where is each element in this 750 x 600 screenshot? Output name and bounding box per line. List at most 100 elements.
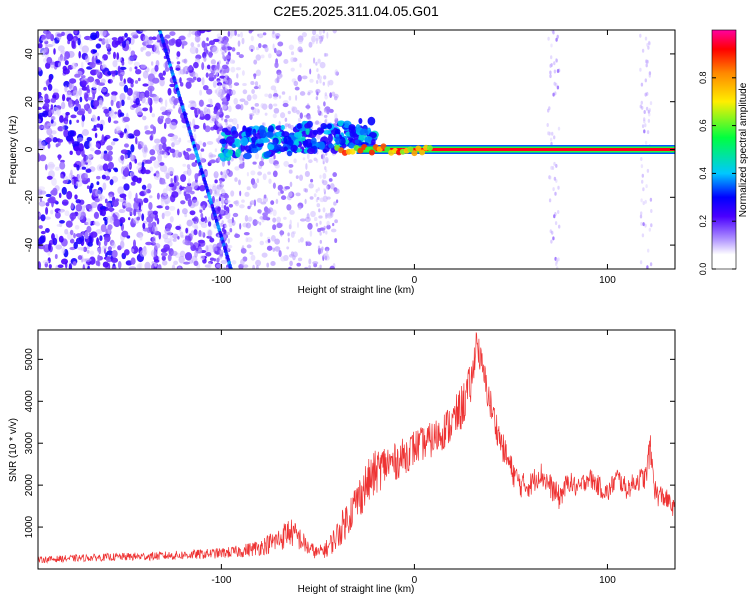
noise-dot [240, 248, 247, 254]
noise-dot [220, 195, 225, 200]
noise-dot [42, 259, 50, 264]
noise-dot [197, 43, 201, 48]
noise-dot [39, 47, 47, 55]
noise-line-dot [646, 130, 650, 135]
noise-dot [44, 93, 49, 101]
noise-dot [128, 266, 137, 269]
noise-dot [102, 245, 108, 250]
noise-dot [51, 130, 57, 135]
noise-dot [197, 239, 205, 244]
noise-dot [177, 191, 182, 195]
noise-dot [119, 93, 126, 101]
noise-dot [52, 94, 57, 99]
noise-dot [89, 234, 92, 244]
noise-dot [116, 52, 120, 60]
noise-dot [288, 163, 294, 168]
noise-dot [215, 87, 222, 97]
noise-dot [167, 166, 175, 175]
noise-dot [301, 75, 308, 80]
signal-blob [304, 123, 311, 129]
noise-dot [233, 82, 240, 86]
noise-dot [95, 59, 101, 64]
noise-dot [254, 81, 259, 87]
noise-dot [86, 225, 92, 233]
noise-dot [38, 118, 41, 123]
noise-dot [223, 170, 230, 175]
signal-blob [415, 145, 422, 152]
noise-line-dot [648, 108, 651, 113]
noise-dot [148, 36, 153, 41]
noise-dot [250, 81, 255, 85]
noise-dot [288, 224, 292, 230]
signal-blob [283, 146, 288, 152]
noise-dot [242, 82, 247, 87]
noise-dot [55, 244, 63, 250]
signal-blob [328, 143, 335, 149]
noise-dot [92, 92, 96, 100]
noise-line-dot [553, 161, 556, 166]
noise-dot [304, 198, 307, 205]
noise-dot [63, 129, 70, 138]
noise-dot [282, 102, 289, 108]
noise-dot [119, 73, 123, 82]
noise-dot [165, 146, 172, 150]
noise-dot [297, 117, 302, 123]
noise-line-dot [650, 209, 653, 213]
noise-dot [147, 210, 152, 214]
noise-dot [246, 172, 249, 177]
noise-dot [169, 121, 177, 130]
signal-blob [235, 148, 241, 158]
noise-dot [161, 255, 166, 261]
signal-blob [419, 149, 426, 156]
noise-dot [79, 96, 83, 103]
snr-series [38, 332, 675, 564]
noise-dot [299, 112, 303, 119]
noise-dot [306, 213, 310, 220]
signal-blob [301, 136, 306, 142]
noise-dot [145, 241, 153, 246]
x-tick-label: 100 [599, 275, 616, 286]
signal-blob [234, 138, 241, 148]
noise-dot [173, 98, 178, 106]
noise-dot [133, 129, 141, 137]
x-tick-label: 0 [412, 575, 418, 586]
noise-dot [224, 114, 230, 119]
noise-line-dot [546, 123, 549, 127]
noise-dot [146, 39, 154, 44]
noise-dot [144, 261, 151, 269]
noise-dot [102, 182, 107, 191]
noise-line-dot [556, 85, 560, 90]
noise-dot [250, 254, 256, 261]
noise-dot [45, 202, 50, 207]
noise-dot [163, 122, 167, 130]
noise-dot [81, 166, 87, 170]
noise-line-dot [645, 106, 649, 111]
noise-dot [295, 94, 298, 101]
noise-dot [252, 219, 258, 227]
noise-dot [50, 119, 54, 124]
noise-dot [107, 161, 114, 170]
noise-dot [99, 205, 107, 211]
signal-blob [337, 120, 344, 127]
noise-dot [316, 203, 321, 208]
noise-dot [207, 262, 212, 269]
noise-dot [204, 113, 211, 121]
signal-blob [259, 129, 267, 139]
noise-dot [135, 68, 142, 75]
noise-dot [61, 31, 65, 36]
noise-line-dot [322, 158, 325, 162]
noise-dot [101, 134, 105, 143]
noise-dot [223, 194, 229, 200]
noise-dot [287, 110, 291, 115]
noise-dot [304, 170, 310, 177]
noise-dot [229, 227, 233, 233]
noise-dot [296, 222, 300, 228]
noise-dot [236, 123, 239, 130]
noise-dot [65, 220, 73, 228]
noise-line-dot [643, 117, 646, 122]
noise-dot [315, 37, 319, 42]
noise-dot [187, 198, 192, 207]
noise-line-dot [639, 67, 642, 72]
noise-dot [111, 39, 119, 48]
noise-dot [119, 66, 127, 71]
